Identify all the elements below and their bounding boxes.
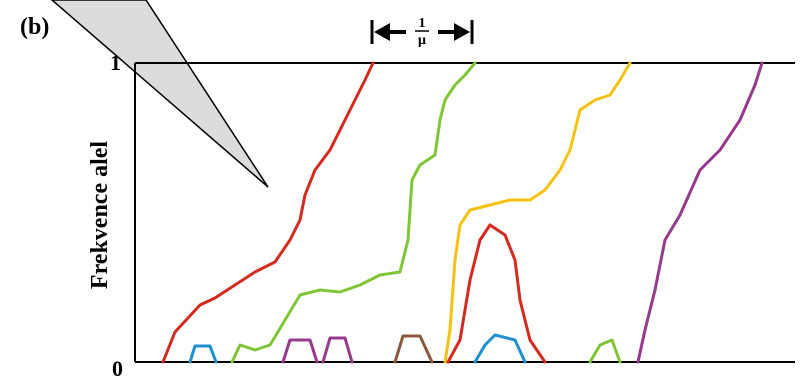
- trajectory: [161, 61, 375, 364]
- panel-label: (b): [20, 14, 49, 40]
- trajectory: [321, 336, 354, 364]
- trajectory: [443, 61, 632, 364]
- numerator: 1: [419, 16, 426, 31]
- trajectory: [393, 334, 434, 364]
- bottom-label: 0: [112, 356, 123, 377]
- trajectory: [473, 333, 527, 364]
- wedge: [50, 0, 269, 188]
- trajectory: [188, 344, 218, 364]
- denominator: μ: [418, 33, 426, 48]
- trajectory: [636, 61, 764, 364]
- axis-title: Frekvence alel: [87, 141, 113, 290]
- trajectory: [446, 223, 547, 364]
- arrow-head: [374, 23, 390, 41]
- interval-marker: 1 μ: [370, 16, 474, 48]
- trajectory: [281, 338, 319, 364]
- trajectory: [230, 61, 477, 364]
- arrow-head: [454, 23, 470, 41]
- trajectory: [588, 338, 622, 364]
- top-label: 1: [110, 50, 121, 75]
